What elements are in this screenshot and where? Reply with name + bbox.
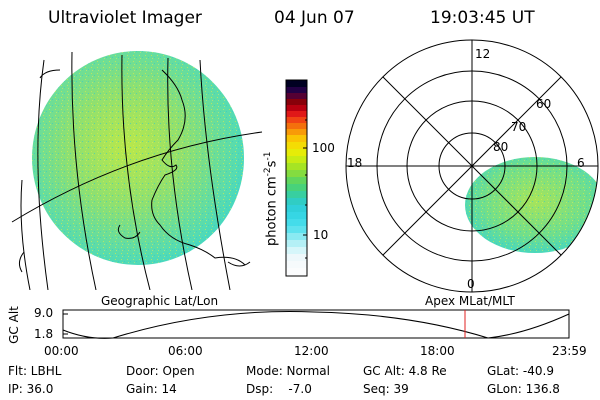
lat-label-70: 70	[511, 120, 527, 134]
info-gain: Gain: 14	[126, 382, 177, 396]
polar-plot	[345, 39, 599, 293]
colorbar	[285, 79, 308, 277]
info-mode: Mode: Normal	[246, 364, 330, 378]
info-door: Door: Open	[126, 364, 195, 378]
info-flt: Flt: LBHL	[8, 364, 62, 378]
geographic-image	[11, 51, 263, 290]
meridian-line	[20, 179, 31, 290]
meridian-line	[199, 59, 231, 290]
info-ip: IP: 36.0	[8, 382, 54, 396]
colorbar-units-label: photon cm-2s-1	[263, 151, 280, 246]
colorbar-tick-100: 100	[312, 141, 335, 155]
latitude-line	[11, 131, 263, 223]
altitude-strip	[62, 309, 570, 339]
latitude-line	[39, 69, 61, 79]
time-tick: 18:00	[420, 344, 455, 358]
mlt-line-diag	[382, 76, 562, 256]
time-tick: 00:00	[44, 344, 79, 358]
lat-label-80: 80	[493, 140, 509, 154]
info-gc-alt: GC Alt: 4.8 Re	[363, 364, 447, 378]
mlt-label-6: 6	[577, 156, 585, 170]
date-label: 04 Jun 07	[274, 8, 355, 28]
coastline	[18, 251, 25, 273]
info-glon: GLon: 136.8	[487, 382, 560, 396]
mlt-label-0: 0	[467, 277, 475, 291]
time-tick: 12:00	[294, 344, 329, 358]
info-dsp: Dsp: -7.0	[246, 382, 312, 396]
coastline	[117, 224, 141, 239]
colorbar-tick-10: 10	[313, 228, 329, 242]
coastline	[151, 69, 246, 266]
meridian-line	[121, 54, 151, 290]
mlt-label-18: 18	[347, 156, 363, 170]
altitude-axis-label: GC Alt	[6, 306, 21, 344]
orbit-altitude-curve	[62, 311, 570, 339]
altitude-tick-high: 9.0	[34, 306, 54, 320]
meridian-line	[37, 59, 49, 290]
meridian-line	[71, 51, 97, 290]
time-tick: 06:00	[168, 344, 203, 358]
altitude-tick-low: 1.8	[34, 327, 54, 341]
geo-caption: Geographic Lat/Lon	[101, 294, 219, 308]
lat-label-60: 60	[536, 97, 552, 111]
mlt-label-12: 12	[475, 47, 491, 61]
polar-caption: Apex MLat/MLT	[425, 294, 515, 308]
app-title: Ultraviolet Imager	[48, 8, 202, 28]
info-seq: Seq: 39	[363, 382, 409, 396]
info-glat: GLat: -40.9	[487, 364, 554, 378]
time-tick: 23:59	[552, 344, 587, 358]
time-label: 19:03:45 UT	[430, 8, 535, 28]
coastline	[227, 261, 251, 267]
